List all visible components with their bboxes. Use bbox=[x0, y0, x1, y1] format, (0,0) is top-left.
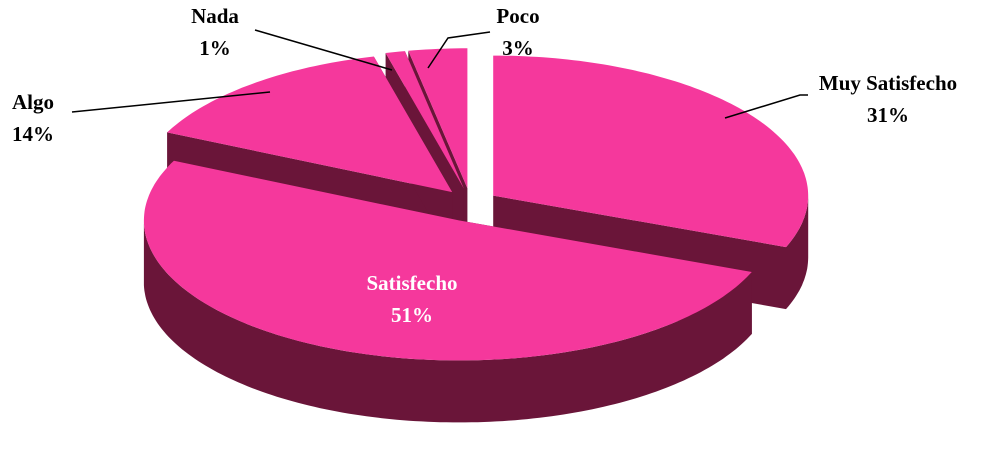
slice bbox=[167, 56, 453, 193]
slice-label: Satisfecho bbox=[367, 271, 458, 295]
slice-label: Algo bbox=[12, 90, 54, 114]
slice bbox=[385, 51, 464, 189]
leader-line bbox=[254, 29, 393, 71]
slice-value-label: 31% bbox=[867, 103, 909, 127]
slice bbox=[408, 48, 468, 189]
slice-label: Poco bbox=[496, 4, 539, 28]
slice-label: Nada bbox=[191, 4, 239, 28]
slice-value-label: 3% bbox=[502, 36, 534, 60]
slice-label: Muy Satisfecho bbox=[819, 71, 957, 95]
leader-line bbox=[724, 94, 808, 119]
slice bbox=[143, 160, 752, 361]
slice-value-label: 1% bbox=[199, 36, 231, 60]
slice bbox=[493, 55, 809, 248]
slice-wall bbox=[143, 220, 752, 423]
slice-value-label: 51% bbox=[391, 303, 433, 327]
slice-wall bbox=[786, 195, 809, 310]
slice-value-label: 14% bbox=[12, 122, 54, 146]
leader-line bbox=[427, 31, 491, 69]
leader-line bbox=[71, 91, 271, 113]
